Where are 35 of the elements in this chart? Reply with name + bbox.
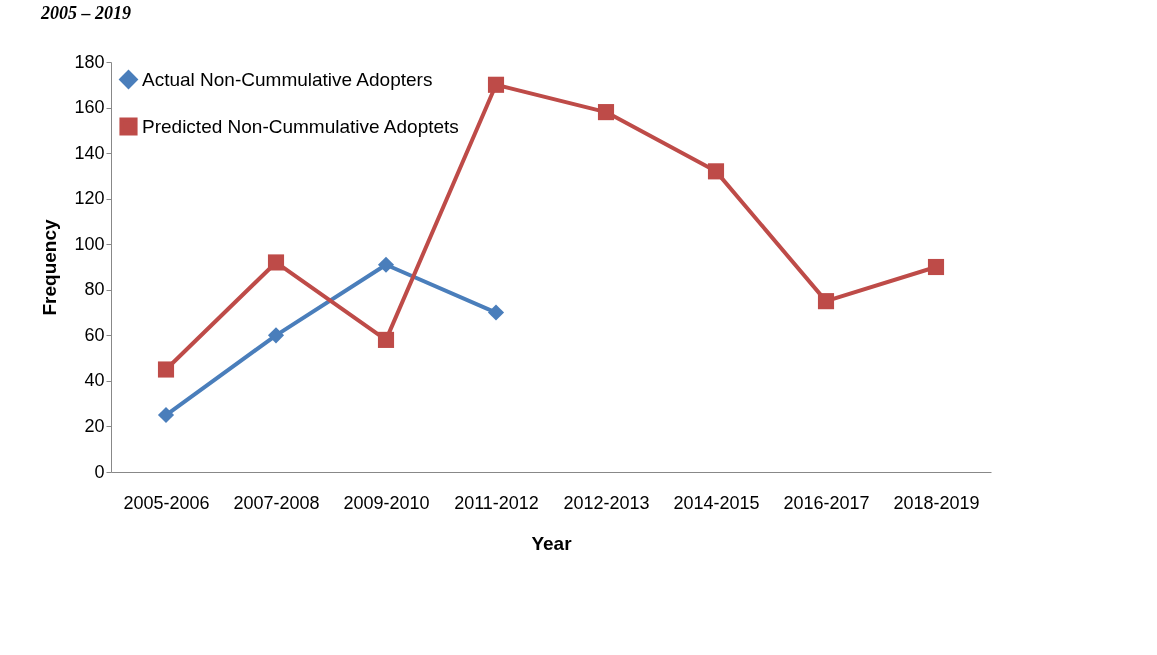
point <box>267 327 285 344</box>
y-tick-label: 120 <box>74 188 105 209</box>
point <box>157 361 175 378</box>
y-tick-label: 180 <box>74 51 105 72</box>
y-axis-title: Frequency <box>39 219 61 316</box>
x-tick-label: 2012-2013 <box>563 492 650 513</box>
legend-label: Predicted Non-Cummulative Adoptets <box>142 115 459 137</box>
y-tick-label: 80 <box>84 279 105 300</box>
point <box>817 293 835 310</box>
point <box>487 304 505 321</box>
point <box>377 256 395 273</box>
x-tick-label: 2011-2012 <box>454 492 539 513</box>
x-tick-label: 2005-2006 <box>123 492 210 513</box>
point <box>707 163 725 180</box>
x-tick-label: 2018-2019 <box>893 492 980 513</box>
point <box>487 76 505 93</box>
y-tick-label: 60 <box>84 324 105 345</box>
y-tick-label: 40 <box>84 370 105 391</box>
x-tick-label: 2014-2015 <box>673 492 760 513</box>
legend-label: Actual Non-Cummulative Adopters <box>142 68 433 90</box>
point <box>377 331 395 348</box>
text: 2005 – 2019 <box>39 3 131 23</box>
y-tick-label: 20 <box>84 415 105 436</box>
point <box>597 104 615 121</box>
y-tick-label: 160 <box>74 97 105 118</box>
x-tick-label: 2009-2010 <box>343 492 430 513</box>
point <box>267 254 285 271</box>
x-axis-title: Year <box>531 532 573 554</box>
point <box>157 406 175 424</box>
y-tick-label: 140 <box>74 142 105 163</box>
x-tick-label: 2007-2008 <box>233 492 320 513</box>
y-tick-label: 100 <box>74 233 105 254</box>
point <box>927 258 945 276</box>
x-tick-label: 2016-2017 <box>783 492 870 513</box>
y-tick-label: 0 <box>94 461 105 482</box>
